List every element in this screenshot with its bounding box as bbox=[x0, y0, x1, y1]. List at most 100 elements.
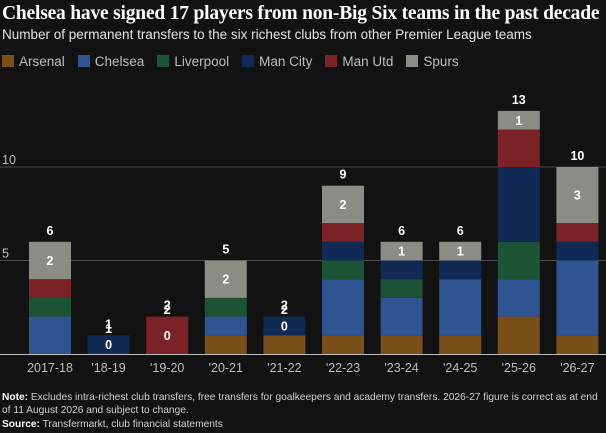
stacked-bar-chart: 510262017-18011'18-19022'19-2025'20-2102… bbox=[0, 93, 606, 375]
legend-swatch-chelsea bbox=[77, 55, 90, 67]
bar-segment-chelsea bbox=[497, 279, 540, 317]
x-tick-label: '18-19 bbox=[91, 361, 125, 375]
bar-segment-arsenal bbox=[497, 316, 540, 354]
bar-segment-chelsea bbox=[29, 316, 71, 354]
source-text: Transfermarkt, club financial statements bbox=[39, 419, 223, 430]
note-label: Note: bbox=[2, 392, 29, 403]
bar-segment-chelsea bbox=[439, 279, 482, 336]
bar-segment-man-city bbox=[322, 241, 364, 261]
legend-item-chelsea: Chelsea bbox=[77, 53, 145, 69]
bar-segment-chelsea bbox=[380, 297, 423, 336]
chart-subtitle: Number of permanent transfers to the six… bbox=[2, 27, 532, 42]
legend-label: Chelsea bbox=[94, 53, 145, 69]
bar-segment-spurs bbox=[204, 260, 247, 298]
x-tick-label: '19-20 bbox=[150, 361, 184, 375]
bar-segment-spurs bbox=[439, 241, 482, 261]
legend-item-spurs: Spurs bbox=[406, 53, 459, 69]
bar-segment-man-utd bbox=[322, 223, 364, 242]
legend-label: Liverpool bbox=[174, 53, 230, 69]
legend-item-man-city: Man City bbox=[242, 54, 312, 69]
bar-segment-man-utd bbox=[29, 279, 71, 298]
bar-segment-arsenal bbox=[322, 335, 364, 354]
x-tick-label: '23-24 bbox=[384, 361, 418, 375]
bar-group-24-25: 1 6 '24-25 bbox=[439, 224, 482, 375]
segment-label-spurs: 2 bbox=[340, 198, 347, 212]
bar-segment-man-utd bbox=[146, 316, 189, 354]
bar-segment-man-city bbox=[497, 167, 540, 242]
total-label: 2 bbox=[164, 299, 171, 313]
segment-label-spurs: 2 bbox=[222, 273, 229, 287]
y-tick-label: 10 bbox=[2, 153, 16, 167]
bar-segment-spurs bbox=[497, 110, 540, 130]
bar-group-26-27: 3 10 '26-27 bbox=[556, 149, 599, 375]
source-line: Source: Transfermarkt, club financial st… bbox=[2, 419, 602, 430]
bar-segment-chelsea bbox=[322, 279, 364, 336]
segment-label-spurs: 2 bbox=[281, 303, 288, 317]
legend-swatch-liverpool bbox=[157, 55, 170, 67]
bar-segment-man-city bbox=[439, 260, 482, 280]
legend-item-liverpool: Liverpool bbox=[157, 54, 229, 69]
bar-group-25-26: 1 13 '25-26 bbox=[497, 93, 540, 375]
bar-group-22-23: 2 9 '22-23 bbox=[322, 168, 364, 375]
bar-segment-arsenal bbox=[204, 335, 247, 354]
total-label: 6 bbox=[398, 224, 405, 238]
bar-segment-spurs bbox=[380, 241, 423, 261]
segment-label-spurs: 1 bbox=[105, 322, 112, 336]
bar-segment-chelsea bbox=[556, 260, 599, 336]
x-tick-label: '25-26 bbox=[502, 361, 536, 375]
x-tick-label: '24-25 bbox=[443, 361, 477, 375]
bar-segment-man-city bbox=[263, 316, 306, 336]
bar-segment-man-city bbox=[380, 260, 423, 280]
y-tick-label: 5 bbox=[2, 247, 9, 261]
bar-segment-liverpool bbox=[380, 279, 423, 298]
bar-segment-liverpool bbox=[322, 260, 364, 280]
bar-group-20-21: 2 5 '20-21 bbox=[204, 243, 247, 375]
x-tick-label: '20-21 bbox=[209, 361, 243, 375]
bar-segment-arsenal bbox=[439, 335, 482, 354]
bar-group-19-20: 0 22 '19-20 bbox=[146, 299, 189, 375]
bar-segment-spurs bbox=[322, 185, 364, 224]
bar-group-21-22: 0 22 '21-22 bbox=[263, 299, 306, 375]
bar-group-23-24: 1 6 '23-24 bbox=[380, 224, 423, 375]
bar-group-2017-18: 2 6 2017-18 bbox=[27, 224, 73, 375]
legend-item-arsenal: Arsenal bbox=[2, 54, 65, 69]
bar-segment-arsenal bbox=[380, 335, 423, 354]
legend-swatch-man-city bbox=[242, 55, 255, 67]
segment-label-man-city: 0 bbox=[281, 319, 288, 333]
bar-segment-chelsea bbox=[204, 316, 247, 336]
total-label: 6 bbox=[457, 224, 464, 238]
note-text: Excludes intra-richest club transfers, f… bbox=[2, 392, 598, 416]
legend-swatch-man-utd bbox=[325, 55, 338, 67]
bar-segment-arsenal bbox=[556, 335, 599, 354]
bar-segment-man-city bbox=[556, 241, 599, 261]
footnote: Note: Excludes intra-richest club transf… bbox=[2, 392, 602, 417]
legend-swatch-spurs bbox=[406, 55, 419, 67]
bar-group-18-19: 0 11 '18-19 bbox=[87, 317, 130, 375]
total-label: 13 bbox=[512, 93, 526, 107]
bar-segment-spurs bbox=[556, 167, 599, 224]
legend-label: Spurs bbox=[423, 53, 459, 69]
total-label: 10 bbox=[570, 149, 584, 163]
segment-label-spurs: 2 bbox=[164, 303, 171, 317]
legend-item-man-utd: Man Utd bbox=[325, 54, 393, 69]
bar-segment-spurs bbox=[29, 241, 71, 280]
x-tick-label: '21-22 bbox=[267, 361, 301, 375]
x-tick-label: '22-23 bbox=[326, 361, 360, 375]
bar-segment-man-utd bbox=[556, 223, 599, 242]
segment-label-spurs: 2 bbox=[47, 254, 54, 268]
segment-label-man-utd: 0 bbox=[164, 329, 171, 343]
chart-title: Chelsea have signed 17 players from non-… bbox=[2, 3, 600, 24]
source-label: Source: bbox=[2, 419, 40, 430]
total-label: 9 bbox=[340, 168, 347, 182]
legend-label: Man City bbox=[259, 53, 313, 69]
bar-segment-man-city bbox=[87, 335, 130, 354]
x-tick-label: '26-27 bbox=[560, 361, 594, 375]
total-label: 5 bbox=[222, 243, 229, 257]
segment-label-spurs: 1 bbox=[457, 245, 464, 259]
legend-swatch-arsenal bbox=[2, 55, 14, 67]
bar-segment-liverpool bbox=[29, 297, 71, 317]
legend-label: Man Utd bbox=[342, 53, 394, 69]
total-label: 6 bbox=[47, 224, 54, 238]
bar-segment-liverpool bbox=[204, 297, 247, 317]
legend: Arsenal Chelsea Liverpool Man City Man Utd Sp… bbox=[2, 52, 472, 70]
